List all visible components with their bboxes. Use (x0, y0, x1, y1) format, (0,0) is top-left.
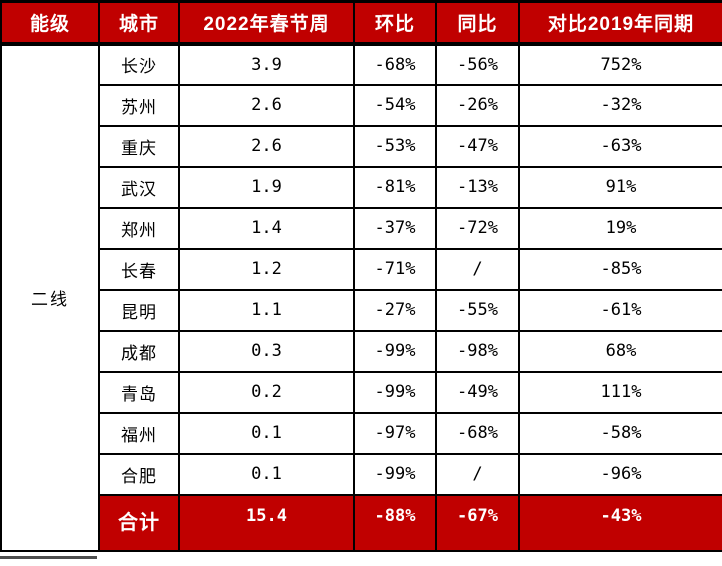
mom-value-cell: -81% (353, 165, 437, 209)
vs2019-value-cell: 68% (518, 329, 722, 373)
total-vs2019-cell: -43% (518, 493, 722, 552)
yoy-value-cell: -47% (435, 124, 520, 168)
city-cell: 郑州 (98, 206, 180, 250)
week-value-cell: 0.1 (178, 452, 355, 496)
city-cell: 合肥 (98, 452, 180, 496)
table-row: 合肥 0.1 -99% / -96% (1, 452, 722, 496)
yoy-value-cell: / (435, 452, 520, 496)
vs2019-value-cell: -32% (518, 83, 722, 127)
city-cell: 福州 (98, 411, 180, 455)
yoy-value-cell: -56% (435, 42, 520, 86)
total-yoy-value: -67% (457, 505, 498, 526)
city-cell: 成都 (98, 329, 180, 373)
header-row: 能级 城市 2022年春节周 环比 同比 对比2019年同期 (0, 0, 722, 46)
vs2019-value-cell: 111% (518, 370, 722, 414)
yoy-value-cell: -68% (435, 411, 520, 455)
mom-value-cell: -53% (353, 124, 437, 168)
week-value-cell: 0.2 (178, 370, 355, 414)
week-value-cell: 1.2 (178, 247, 355, 291)
vs2019-value-cell: -96% (518, 452, 722, 496)
table-bottom-border-line (0, 556, 97, 559)
mom-value-cell: -68% (353, 42, 437, 86)
yoy-value-cell: / (435, 247, 520, 291)
week-value-cell: 1.4 (178, 206, 355, 250)
col-header-yoy: 同比 (435, 0, 520, 46)
total-label-cell: 合计 (98, 493, 180, 552)
total-mom-value: -88% (374, 505, 416, 526)
mom-value-cell: -71% (353, 247, 437, 291)
table-row: 重庆 2.6 -53% -47% -63% (1, 124, 722, 168)
total-yoy-cell: -67% (435, 493, 520, 552)
week-value-cell: 1.9 (178, 165, 355, 209)
col-header-city: 城市 (98, 0, 180, 46)
total-row: 合计 15.4 -88% -67% -43% (1, 493, 722, 552)
table-row: 昆明 1.1 -27% -55% -61% (1, 288, 722, 332)
vs2019-value-cell: -85% (518, 247, 722, 291)
yoy-value-cell: -55% (435, 288, 520, 332)
city-cell: 昆明 (98, 288, 180, 332)
mom-value-cell: -37% (353, 206, 437, 250)
total-week-value: 15.4 (246, 505, 287, 526)
vs2019-value-cell: 91% (518, 165, 722, 209)
table-row: 长春 1.2 -71% / -85% (1, 247, 722, 291)
week-value-cell: 3.9 (178, 42, 355, 86)
total-week-cell: 15.4 (178, 493, 355, 552)
mom-value-cell: -27% (353, 288, 437, 332)
vs2019-value-cell: 19% (518, 206, 722, 250)
mom-value-cell: -99% (353, 329, 437, 373)
table-row: 苏州 2.6 -54% -26% -32% (1, 83, 722, 127)
yoy-value-cell: -26% (435, 83, 520, 127)
col-header-tier-level: 能级 (0, 0, 100, 46)
vs2019-value-cell: 752% (518, 42, 722, 86)
mom-value-cell: -97% (353, 411, 437, 455)
table-row: 二线 长沙 3.9 -68% -56% 752% (0, 42, 722, 552)
total-vs2019-value: -43% (600, 505, 642, 526)
week-value-cell: 1.1 (178, 288, 355, 332)
city-cell: 重庆 (98, 124, 180, 168)
city-data-table: 能级 城市 2022年春节周 环比 同比 对比2019年同期 二线 长沙 3.9… (0, 0, 722, 552)
mom-value-cell: -99% (353, 452, 437, 496)
total-mom-cell: -88% (353, 493, 437, 552)
table-row: 郑州 1.4 -37% -72% 19% (1, 206, 722, 250)
city-cell: 长春 (98, 247, 180, 291)
yoy-value-cell: -72% (435, 206, 520, 250)
col-header-week-2022: 2022年春节周 (178, 0, 355, 46)
total-label: 合计 (118, 511, 160, 534)
week-value-cell: 2.6 (178, 124, 355, 168)
week-value-cell: 2.6 (178, 83, 355, 127)
city-cell: 武汉 (98, 165, 180, 209)
col-header-mom: 环比 (353, 0, 437, 46)
table-row: 成都 0.3 -99% -98% 68% (1, 329, 722, 373)
vs2019-value-cell: -58% (518, 411, 722, 455)
week-value-cell: 0.3 (178, 329, 355, 373)
yoy-value-cell: -98% (435, 329, 520, 373)
yoy-value-cell: -49% (435, 370, 520, 414)
col-header-vs-2019: 对比2019年同期 (518, 0, 722, 46)
city-cell: 苏州 (98, 83, 180, 127)
mom-value-cell: -99% (353, 370, 437, 414)
city-cell: 长沙 (98, 42, 180, 86)
week-value-cell: 0.1 (178, 411, 355, 455)
table-row: 福州 0.1 -97% -68% -58% (1, 411, 722, 455)
table-row: 武汉 1.9 -81% -13% 91% (1, 165, 722, 209)
table-row: 青岛 0.2 -99% -49% 111% (1, 370, 722, 414)
yoy-value-cell: -13% (435, 165, 520, 209)
tier-merged-cell: 二线 (0, 42, 100, 552)
mom-value-cell: -54% (353, 83, 437, 127)
vs2019-value-cell: -63% (518, 124, 722, 168)
city-cell: 青岛 (98, 370, 180, 414)
vs2019-value-cell: -61% (518, 288, 722, 332)
